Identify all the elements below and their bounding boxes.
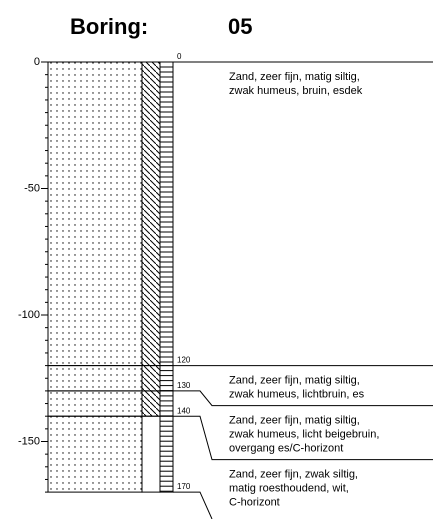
depth-label: 120 xyxy=(177,356,191,365)
layer-column xyxy=(159,365,174,392)
sand-fill xyxy=(47,390,143,417)
title: Boring: xyxy=(70,14,148,39)
leader xyxy=(173,415,433,461)
axis-label: 0 xyxy=(34,56,40,68)
leader xyxy=(173,491,213,519)
humus-column xyxy=(141,365,161,392)
layer-column xyxy=(159,390,174,417)
depth-label: 170 xyxy=(177,482,191,491)
description: Zand, zeer fijn, zwak siltig, xyxy=(229,469,358,481)
layer-column xyxy=(159,61,174,367)
description: Zand, zeer fijn, matig siltig, xyxy=(229,71,360,83)
description: Zand, zeer fijn, matig siltig, xyxy=(229,375,360,387)
humus-column xyxy=(141,415,161,493)
description: overgang es/C-horizont xyxy=(229,443,343,455)
depth-label: 0 xyxy=(177,52,182,61)
description: zwak humeus, licht beigebruin, xyxy=(229,429,379,441)
axis-label: -150 xyxy=(18,435,40,447)
sand-fill xyxy=(47,365,143,392)
description: C-horizont xyxy=(229,497,280,509)
description: matig roesthoudend, wit, xyxy=(229,483,349,495)
depth-label: 130 xyxy=(177,381,191,390)
sand-fill xyxy=(47,61,143,367)
description: Zand, zeer fijn, matig siltig, xyxy=(229,415,360,427)
humus-column xyxy=(141,61,161,367)
layer-column xyxy=(159,415,174,493)
description: zwak humeus, lichtbruin, es xyxy=(229,389,365,401)
description: zwak humeus, bruin, esdek xyxy=(229,85,363,97)
boring-id: 05 xyxy=(228,14,252,39)
sand-fill xyxy=(47,415,143,493)
leader xyxy=(173,390,433,407)
depth-label: 140 xyxy=(177,406,191,415)
humus-column xyxy=(141,390,161,417)
axis-label: -100 xyxy=(18,309,40,321)
axis-label: -50 xyxy=(24,182,40,194)
